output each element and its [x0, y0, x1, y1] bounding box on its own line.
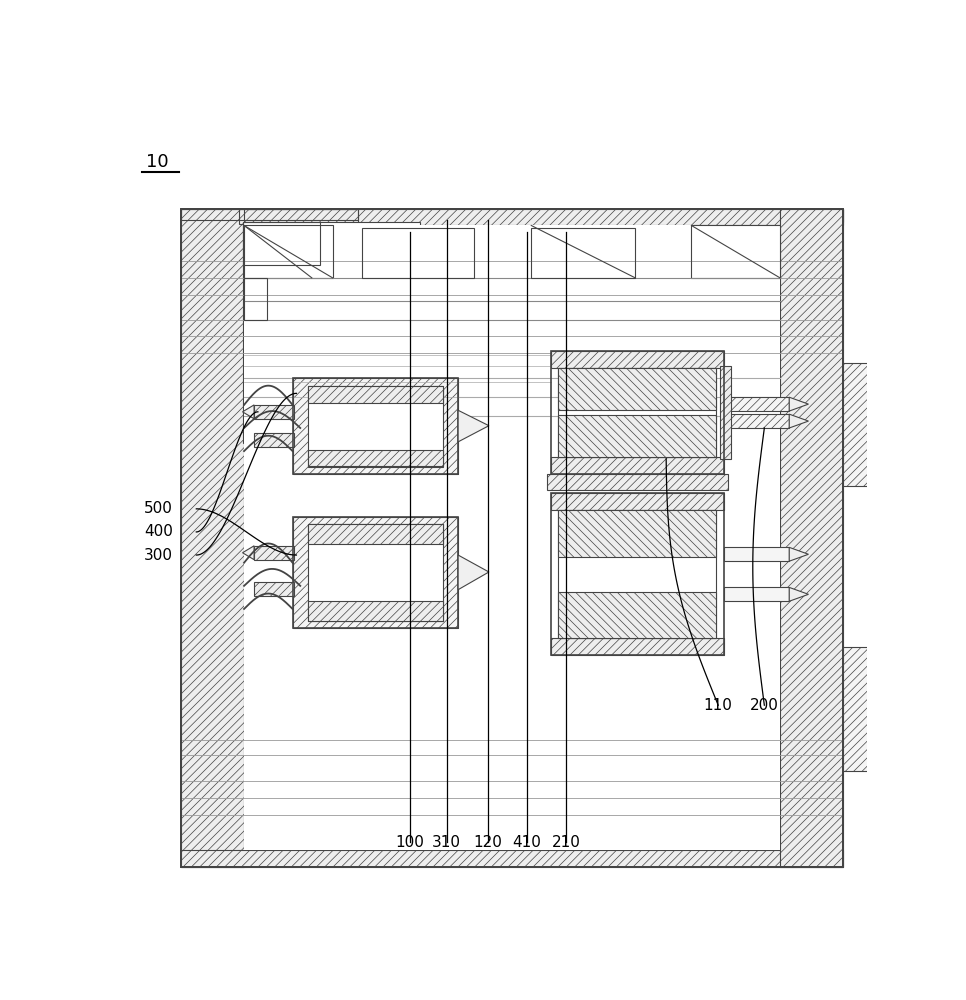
- Bar: [558, 368, 716, 410]
- Bar: [254, 405, 294, 419]
- Bar: [308, 386, 442, 467]
- Polygon shape: [458, 410, 489, 442]
- Bar: [181, 222, 242, 265]
- Bar: [692, 225, 780, 278]
- Text: 300: 300: [144, 548, 173, 563]
- Bar: [181, 209, 242, 443]
- Bar: [308, 386, 442, 403]
- Bar: [293, 517, 458, 628]
- Bar: [244, 225, 780, 850]
- Bar: [558, 510, 716, 557]
- Bar: [724, 547, 789, 561]
- Text: 310: 310: [432, 835, 461, 850]
- Bar: [181, 220, 239, 309]
- Bar: [181, 209, 843, 225]
- Bar: [843, 647, 886, 771]
- Bar: [181, 209, 358, 220]
- Text: 100: 100: [395, 835, 424, 850]
- Text: 200: 200: [750, 698, 779, 713]
- Bar: [551, 351, 724, 474]
- Polygon shape: [789, 397, 809, 411]
- Text: 10: 10: [146, 153, 169, 171]
- Bar: [308, 601, 442, 620]
- Bar: [239, 209, 358, 224]
- Bar: [244, 278, 268, 320]
- Bar: [181, 209, 843, 867]
- Polygon shape: [242, 405, 254, 419]
- Bar: [551, 638, 724, 655]
- Bar: [244, 225, 332, 278]
- Text: 120: 120: [473, 835, 502, 850]
- Bar: [293, 378, 458, 474]
- Text: 110: 110: [704, 698, 732, 713]
- Polygon shape: [458, 555, 489, 590]
- Bar: [254, 582, 294, 596]
- Bar: [308, 524, 442, 544]
- Bar: [242, 222, 320, 265]
- Polygon shape: [789, 547, 809, 561]
- Text: 210: 210: [552, 835, 581, 850]
- Bar: [242, 222, 419, 443]
- Bar: [551, 351, 724, 368]
- Bar: [720, 366, 731, 459]
- Bar: [780, 209, 843, 867]
- Bar: [843, 363, 886, 486]
- Bar: [181, 209, 843, 867]
- Bar: [254, 546, 294, 560]
- Bar: [293, 517, 458, 628]
- Bar: [181, 209, 843, 867]
- Text: 410: 410: [513, 835, 542, 850]
- Bar: [724, 397, 789, 411]
- Bar: [181, 209, 843, 867]
- Bar: [293, 378, 458, 474]
- Bar: [547, 474, 727, 490]
- Bar: [308, 450, 442, 466]
- Bar: [551, 493, 724, 510]
- Polygon shape: [789, 587, 809, 601]
- Bar: [558, 368, 716, 457]
- Bar: [558, 592, 716, 638]
- Polygon shape: [242, 546, 254, 560]
- Text: 400: 400: [144, 524, 173, 539]
- Bar: [181, 209, 843, 222]
- Bar: [551, 457, 724, 474]
- Bar: [362, 228, 473, 278]
- Bar: [531, 228, 636, 278]
- Bar: [308, 524, 442, 620]
- Bar: [551, 493, 724, 655]
- Bar: [724, 414, 789, 428]
- Text: 500: 500: [144, 501, 173, 516]
- Bar: [181, 209, 244, 867]
- Bar: [181, 850, 843, 867]
- Polygon shape: [789, 414, 809, 428]
- Bar: [558, 510, 716, 638]
- Bar: [558, 415, 716, 457]
- Bar: [254, 433, 294, 447]
- Bar: [724, 587, 789, 601]
